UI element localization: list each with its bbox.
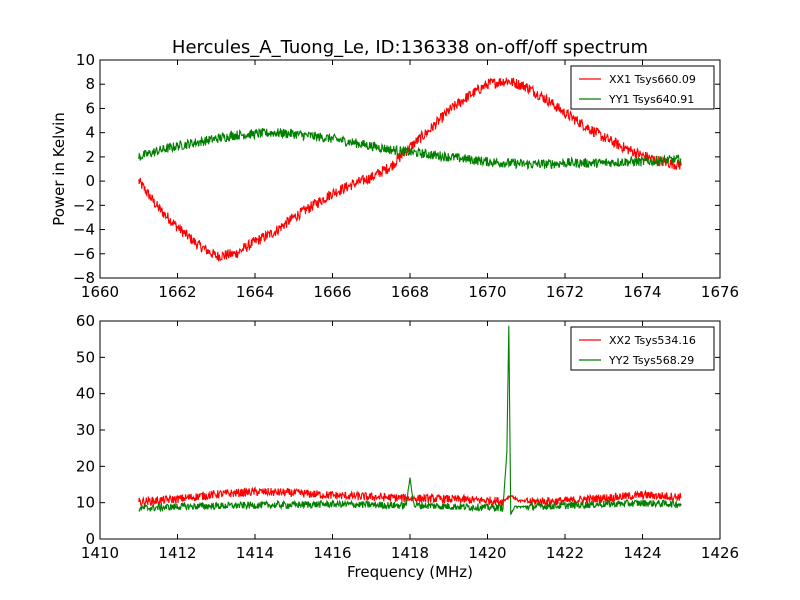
x-tick-label: 1418 bbox=[391, 544, 429, 562]
x-tick-label: 1672 bbox=[546, 283, 584, 301]
legend: XX2 Tsys534.16 YY2 Tsys568.29 bbox=[570, 326, 715, 371]
x-tick-label: 1676 bbox=[701, 283, 739, 301]
y-tick-label: −6 bbox=[73, 245, 95, 263]
x-tick-label: 1410 bbox=[81, 544, 119, 562]
figure-title: Hercules_A_Tuong_Le, ID:136338 on-off/of… bbox=[172, 37, 648, 58]
x-tick-label: 1670 bbox=[468, 283, 506, 301]
legend-entry: YY1 Tsys640.91 bbox=[608, 93, 694, 106]
series-line-xx bbox=[138, 76, 682, 262]
plot-area bbox=[138, 76, 682, 262]
y-tick-label: 10 bbox=[76, 494, 95, 512]
bottom-panel: 1410 1412 1414 1416 1418 1420 1422 1424 1426 0 10 2… bbox=[76, 312, 739, 581]
legend-entry: XX1 Tsys660.09 bbox=[609, 73, 696, 86]
legend-box bbox=[570, 326, 715, 371]
series-line-xx bbox=[138, 485, 682, 508]
x-axis-label: Frequency (MHz) bbox=[347, 563, 473, 581]
y-tick-label: 50 bbox=[76, 348, 95, 366]
y-axis-label: Power in Kelvin bbox=[50, 112, 68, 226]
legend-entry: XX2 Tsys534.16 bbox=[609, 334, 696, 347]
y-tick-label: 30 bbox=[76, 421, 95, 439]
y-tick-label: 10 bbox=[76, 51, 95, 69]
x-tick-label: 1674 bbox=[623, 283, 661, 301]
x-tick-label: 1412 bbox=[158, 544, 196, 562]
x-tick-label: 1666 bbox=[313, 283, 351, 301]
y-tick-label: 20 bbox=[76, 457, 95, 475]
series-line-yy bbox=[138, 127, 682, 170]
y-tick-label: 2 bbox=[85, 148, 95, 166]
x-tick-label: 1664 bbox=[236, 283, 274, 301]
x-tick-label: 1660 bbox=[81, 283, 119, 301]
x-tick-label: 1416 bbox=[313, 544, 351, 562]
y-tick-label: 0 bbox=[85, 530, 95, 548]
legend: XX1 Tsys660.09 YY1 Tsys640.91 bbox=[570, 65, 715, 110]
y-tick-label: 60 bbox=[76, 312, 95, 330]
x-tick-label: 1422 bbox=[546, 544, 584, 562]
top-panel: 1660 1662 1664 1666 1668 1670 1672 1674 1676 −8 −6… bbox=[50, 51, 739, 301]
x-tick-label: 1414 bbox=[236, 544, 274, 562]
x-tick-label: 1668 bbox=[391, 283, 429, 301]
legend-entry: YY2 Tsys568.29 bbox=[608, 354, 694, 367]
y-tick-label: 6 bbox=[85, 99, 95, 117]
x-tick-label: 1420 bbox=[468, 544, 506, 562]
y-tick-label: 0 bbox=[85, 172, 95, 190]
legend-box bbox=[570, 65, 715, 110]
y-tick-label: −4 bbox=[73, 221, 95, 239]
x-tick-label: 1662 bbox=[158, 283, 196, 301]
series-line-yy bbox=[138, 325, 682, 516]
plot-area bbox=[138, 325, 682, 516]
y-tick-label: 8 bbox=[85, 75, 95, 93]
x-tick-label: 1424 bbox=[623, 544, 661, 562]
y-tick-label: 40 bbox=[76, 385, 95, 403]
y-tick-label: 4 bbox=[85, 124, 95, 142]
x-tick-label: 1426 bbox=[701, 544, 739, 562]
y-tick-label: −8 bbox=[73, 269, 95, 287]
y-tick-label: −2 bbox=[73, 196, 95, 214]
